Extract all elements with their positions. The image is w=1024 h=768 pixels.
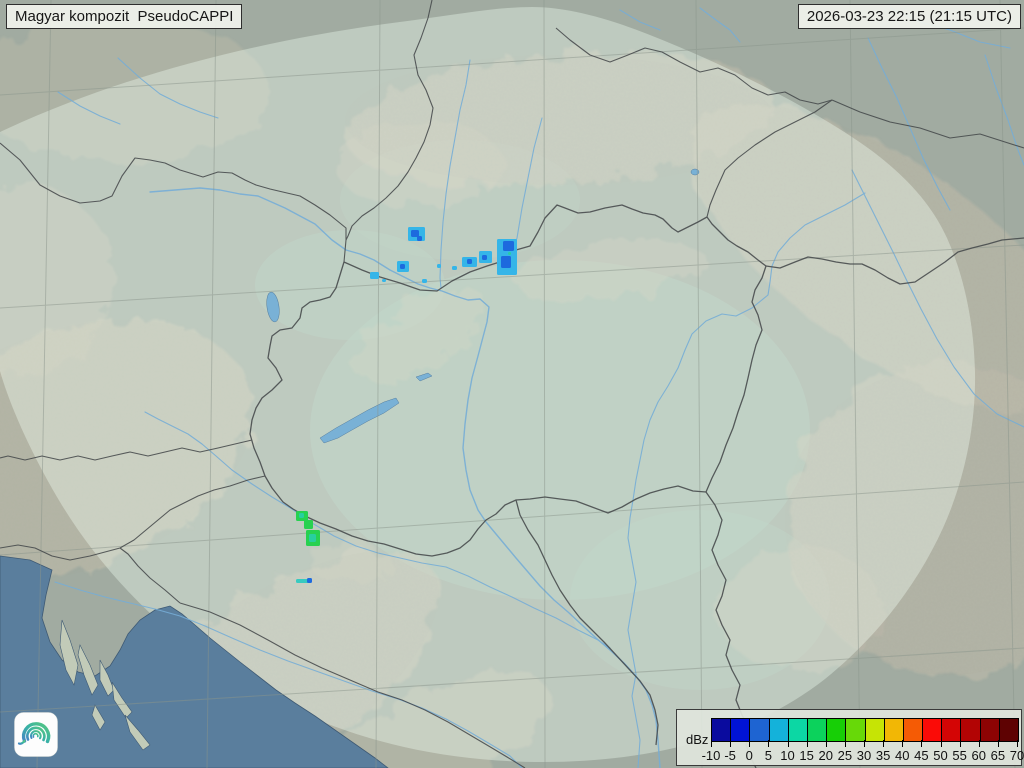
- radar-echo-cell: [467, 259, 472, 264]
- legend-tick-label: 50: [933, 748, 948, 763]
- lake-velence: [415, 372, 433, 382]
- legend-tick-label: -5: [724, 748, 736, 763]
- radar-echo-cell: [417, 236, 422, 241]
- legend-tick-mark: [787, 740, 789, 747]
- legend-tick-mark: [921, 740, 923, 747]
- legend-tick-label: 60: [971, 748, 986, 763]
- legend-color-bar: [711, 718, 1019, 742]
- legend-tick-mark: [959, 740, 961, 747]
- legend-tick-label: 70: [1009, 748, 1024, 763]
- radar-echo-cell: [309, 534, 316, 542]
- legend-tick-label: 65: [990, 748, 1006, 763]
- croatian-islands: [59, 619, 151, 751]
- radar-echo-cell: [296, 579, 309, 583]
- legend-tick-label: -10: [701, 748, 721, 763]
- legend-tick-label: 15: [799, 748, 814, 763]
- legend-color-cell: [712, 719, 732, 741]
- legend-color-cell: [942, 719, 962, 741]
- dbz-legend: dBz -10 -5 0 5 10 15 20 25 30 35 40 45 50 55 60 65 70: [676, 709, 1024, 766]
- radar-echo-cell: [299, 513, 304, 518]
- legend-tick-mark: [940, 740, 942, 747]
- hungary-border: [249, 204, 767, 557]
- terrain-speckle: [0, 55, 1024, 768]
- legend-tick-mark: [825, 740, 827, 747]
- legend-tick-mark: [864, 740, 865, 747]
- legend-tick-label: 45: [914, 748, 929, 763]
- radar-echo-cell: [482, 255, 487, 260]
- lake-neusiedl: [266, 291, 280, 323]
- radar-echo-cell: [307, 578, 312, 583]
- legend-tick-mark: [1017, 740, 1018, 747]
- legend-tick-mark: [749, 740, 751, 747]
- adriatic-sea: [0, 555, 389, 768]
- radar-echo-cell: [400, 264, 405, 269]
- legend-tick-mark: [844, 740, 846, 747]
- legend-color-cell: [769, 719, 789, 741]
- product-title: Magyar kompozit PseudoCAPPI: [6, 4, 243, 29]
- legend-tick-label: 30: [856, 748, 872, 763]
- legend-tick-mark: [768, 740, 770, 747]
- legend-tick-label: 35: [875, 748, 891, 763]
- legend-color-cell: [846, 719, 866, 741]
- radar-coverage-area: [0, 7, 976, 763]
- legend-tick-label: 55: [952, 748, 967, 763]
- legend-tick-mark: [806, 740, 808, 747]
- river-tisza: [627, 192, 866, 768]
- legend-tick-mark: [997, 740, 999, 747]
- legend-color-cell: [827, 719, 847, 741]
- legend-color-cell: [903, 719, 924, 741]
- spiral-logo-icon: [14, 712, 58, 757]
- legend-color-cell: [750, 719, 770, 741]
- radar-echo-cell: [304, 520, 313, 529]
- radar-echo-cell: [503, 241, 514, 251]
- legend-color-cell: [961, 719, 981, 741]
- radar-echo-cell: [382, 279, 386, 282]
- radar-echo-cell: [501, 256, 511, 268]
- legend-tick-mark: [711, 740, 712, 747]
- legend-color-cell: [999, 719, 1018, 741]
- radar-echo-cell: [411, 230, 419, 237]
- lakes: [266, 168, 700, 444]
- legend-tick-label: 20: [818, 748, 833, 763]
- hungaromet-logo: [14, 712, 58, 757]
- radar-echo-cell: [437, 264, 441, 268]
- legend-color-cell: [788, 719, 808, 741]
- legend-tick-mark: [730, 740, 732, 747]
- timestamp: 2026-03-23 22:15 (21:15 UTC): [797, 4, 1021, 29]
- legend-tick-label: 5: [764, 748, 772, 763]
- legend-color-cell: [807, 719, 828, 741]
- radar-echo-cell: [370, 272, 379, 279]
- legend-color-cell: [923, 719, 943, 741]
- radar-echo-layer: [296, 227, 517, 583]
- legend-color-cell: [731, 719, 751, 741]
- legend-tick-label: 10: [780, 748, 795, 763]
- radar-echo-cell: [508, 252, 511, 255]
- river-sava: [54, 581, 523, 768]
- legend-ticks: -10 -5 0 5 10 15 20 25 30 35 40 45 50 55 60 65 70: [677, 710, 1024, 765]
- lake-balaton: [319, 397, 400, 444]
- legend-tick-mark: [902, 740, 904, 747]
- legend-tick-label: 25: [837, 748, 853, 763]
- legend-color-cell: [980, 719, 1000, 741]
- legend-tick-mark: [978, 740, 980, 747]
- legend-color-cell: [865, 719, 885, 741]
- legend-unit-label: dBz: [686, 732, 709, 747]
- radar-echo-cell: [452, 266, 457, 270]
- radar-echo-cell: [422, 279, 427, 283]
- legend-tick-label: 0: [745, 748, 753, 763]
- legend-tick-mark: [883, 740, 885, 747]
- legend-tick-label: 40: [895, 748, 910, 763]
- river-danube: [149, 187, 661, 768]
- legend-color-cell: [884, 719, 904, 741]
